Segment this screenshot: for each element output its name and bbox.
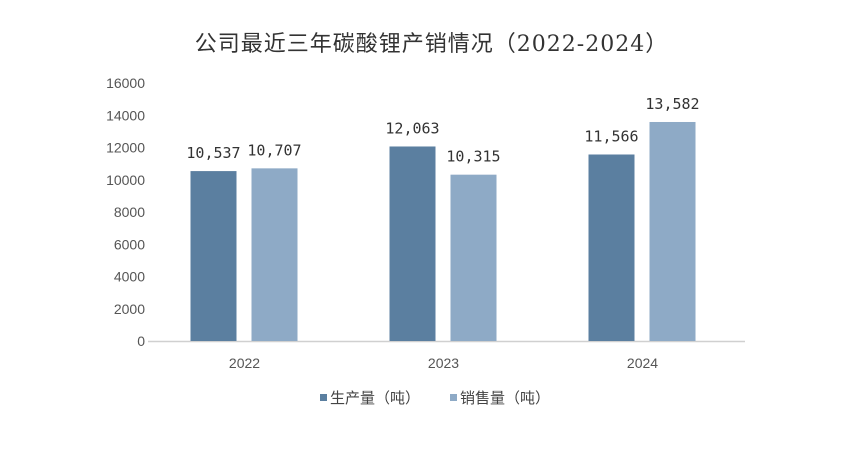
- data-label: 11,566: [584, 127, 638, 145]
- y-tick-label: 0: [137, 333, 145, 349]
- legend-label: 生产量（吨）: [330, 389, 420, 407]
- y-tick-label: 16000: [106, 75, 145, 91]
- y-tick-label: 8000: [114, 204, 145, 220]
- bar-sales-2023: [450, 174, 497, 341]
- bar-sales-2022: [251, 168, 298, 341]
- bar-production-2024: [588, 154, 635, 341]
- legend-label: 销售量（吨）: [460, 389, 550, 407]
- y-tick-label: 10000: [106, 172, 145, 188]
- bar-sales-2024: [649, 121, 696, 341]
- data-label: 10,537: [186, 144, 240, 162]
- bar-production-2022: [190, 171, 237, 341]
- x-tick-label: 2022: [229, 355, 260, 371]
- data-label: 12,063: [385, 119, 439, 137]
- y-tick-label: 12000: [106, 140, 145, 156]
- data-label: 13,582: [645, 95, 699, 113]
- data-label: 10,707: [247, 141, 301, 159]
- chart-title: 公司最近三年碳酸锂产销情况（2022-2024）: [194, 32, 669, 57]
- y-tick-label: 4000: [114, 269, 145, 285]
- y-tick-label: 6000: [114, 236, 145, 252]
- x-tick-label: 2023: [428, 355, 459, 371]
- legend-swatch-0: [320, 394, 327, 401]
- x-tick-label: 2024: [627, 355, 658, 371]
- bar-production-2023: [389, 146, 436, 341]
- y-tick-label: 14000: [106, 107, 145, 123]
- legend-swatch-1: [450, 394, 457, 401]
- y-tick-label: 2000: [114, 301, 145, 317]
- data-label: 10,315: [446, 148, 500, 166]
